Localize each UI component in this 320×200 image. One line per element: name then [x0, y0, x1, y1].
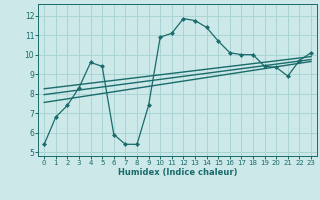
X-axis label: Humidex (Indice chaleur): Humidex (Indice chaleur)	[118, 168, 237, 177]
